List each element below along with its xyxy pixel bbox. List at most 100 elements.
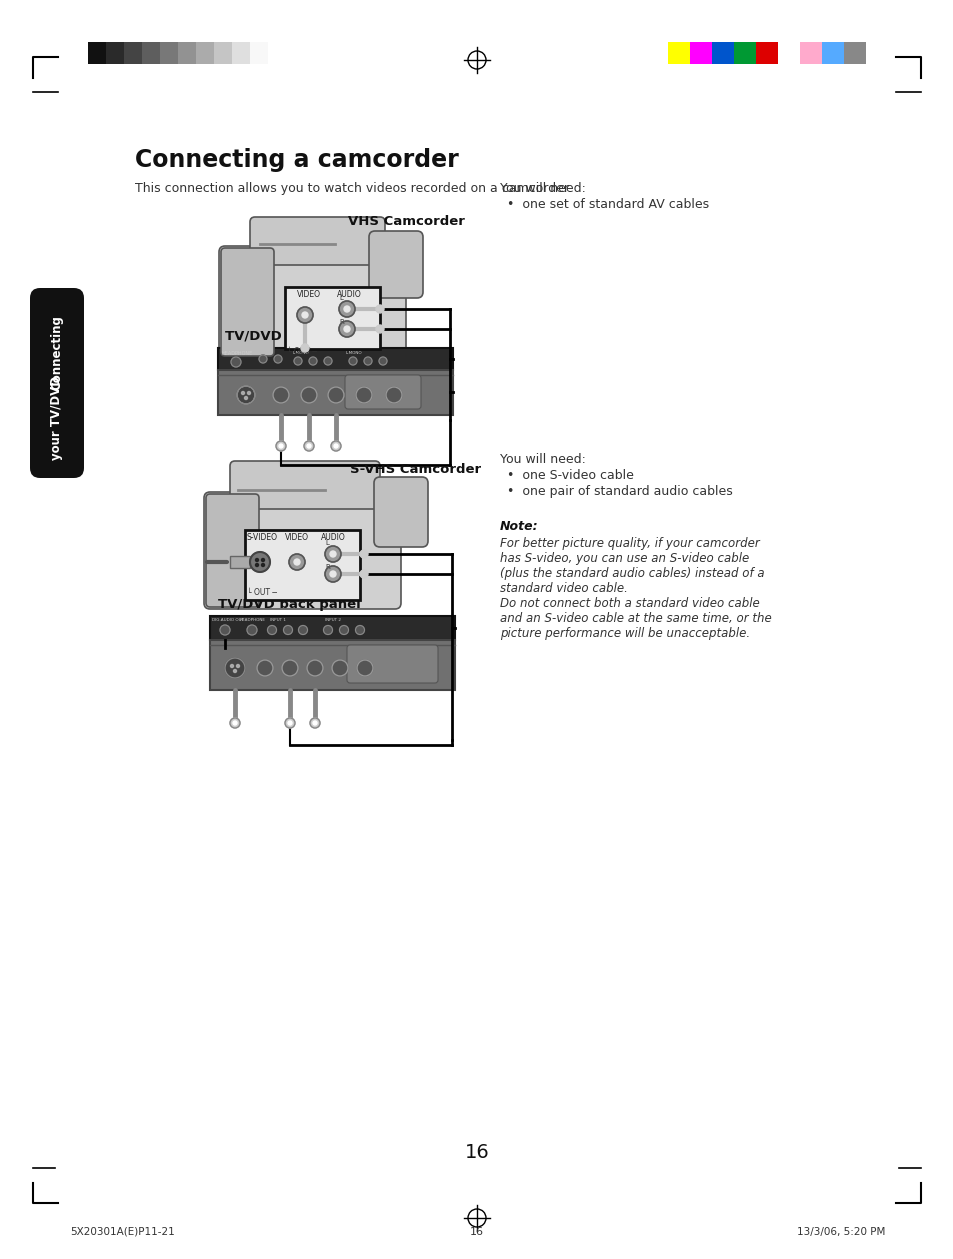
Bar: [218, 370, 453, 415]
Bar: [821, 42, 843, 64]
Bar: [218, 347, 453, 370]
Circle shape: [258, 355, 267, 363]
Circle shape: [328, 387, 344, 403]
Text: L: L: [338, 295, 342, 301]
Circle shape: [298, 626, 307, 635]
Text: •  one pair of standard audio cables: • one pair of standard audio cables: [506, 485, 732, 499]
Text: TV/DVD back panel: TV/DVD back panel: [225, 330, 367, 342]
Circle shape: [330, 572, 335, 577]
Bar: [711, 42, 733, 64]
Text: INPUT 1: INPUT 1: [270, 618, 286, 622]
Circle shape: [375, 305, 384, 313]
Bar: [689, 42, 711, 64]
Circle shape: [288, 721, 292, 725]
Bar: [285, 287, 379, 349]
Circle shape: [307, 660, 323, 676]
FancyBboxPatch shape: [250, 217, 385, 264]
Bar: [178, 42, 195, 64]
Bar: [667, 42, 689, 64]
Circle shape: [378, 358, 387, 365]
FancyBboxPatch shape: [204, 492, 400, 609]
Bar: [213, 42, 232, 64]
Circle shape: [233, 670, 236, 672]
Circle shape: [355, 626, 364, 635]
FancyBboxPatch shape: [30, 288, 84, 478]
Circle shape: [304, 441, 314, 451]
Circle shape: [255, 564, 258, 567]
Circle shape: [375, 325, 384, 332]
Circle shape: [282, 660, 297, 676]
Text: R: R: [338, 319, 343, 325]
Bar: [843, 42, 865, 64]
Circle shape: [338, 321, 355, 337]
Circle shape: [301, 344, 309, 353]
Circle shape: [261, 559, 264, 562]
Circle shape: [247, 392, 251, 394]
Circle shape: [233, 721, 236, 725]
Circle shape: [294, 559, 299, 565]
Circle shape: [334, 444, 337, 448]
Bar: [250, 42, 268, 64]
Bar: [160, 42, 178, 64]
Circle shape: [309, 358, 316, 365]
Circle shape: [323, 626, 333, 635]
Circle shape: [325, 567, 340, 582]
Bar: [210, 616, 455, 640]
Bar: [195, 42, 213, 64]
Bar: [142, 42, 160, 64]
Circle shape: [225, 658, 245, 679]
Circle shape: [285, 718, 294, 728]
Text: 16: 16: [470, 1228, 483, 1238]
Bar: [232, 42, 250, 64]
Text: 16: 16: [464, 1143, 489, 1162]
Bar: [755, 42, 778, 64]
Text: AUDIO: AUDIO: [336, 290, 361, 298]
Text: VIDEO: VIDEO: [285, 533, 309, 543]
Circle shape: [275, 441, 286, 451]
Text: HEADPHONE: HEADPHONE: [240, 618, 266, 622]
FancyBboxPatch shape: [206, 494, 258, 607]
Text: AUDIO: AUDIO: [320, 533, 345, 543]
Circle shape: [359, 550, 368, 558]
Text: └ OUT ─: └ OUT ─: [287, 347, 316, 356]
Circle shape: [244, 397, 247, 399]
Circle shape: [313, 721, 316, 725]
Bar: [210, 640, 455, 690]
FancyBboxPatch shape: [347, 645, 437, 682]
Circle shape: [241, 392, 244, 394]
Circle shape: [301, 387, 316, 403]
Circle shape: [339, 626, 348, 635]
Circle shape: [231, 665, 233, 667]
Circle shape: [273, 387, 289, 403]
Circle shape: [302, 312, 308, 319]
Text: S-VHS Camcorder: S-VHS Camcorder: [350, 463, 480, 476]
Circle shape: [247, 624, 256, 635]
Text: TV/DVD back panel: TV/DVD back panel: [218, 598, 360, 611]
Circle shape: [231, 358, 241, 368]
Text: VIDEO: VIDEO: [296, 290, 320, 298]
Text: Connecting: Connecting: [51, 316, 64, 390]
Circle shape: [230, 718, 240, 728]
Text: HEADPHONE: HEADPHONE: [222, 351, 253, 356]
Circle shape: [236, 665, 239, 667]
Circle shape: [330, 551, 335, 556]
Circle shape: [344, 326, 350, 332]
Circle shape: [338, 301, 355, 317]
Circle shape: [355, 387, 372, 403]
Text: └ OUT ─: └ OUT ─: [247, 588, 276, 597]
Circle shape: [294, 358, 302, 365]
Circle shape: [349, 358, 356, 365]
Text: VHS Camcorder: VHS Camcorder: [348, 215, 464, 228]
Text: You will need:: You will need:: [499, 183, 585, 195]
Text: R: R: [325, 564, 330, 570]
FancyBboxPatch shape: [345, 375, 420, 409]
Circle shape: [236, 387, 254, 404]
Circle shape: [283, 626, 293, 635]
Text: INPUT 2: INPUT 2: [325, 618, 340, 622]
Text: For better picture quality, if your camcorder
has S-video, you can use an S-vide: For better picture quality, if your camc…: [499, 538, 771, 640]
Text: L: L: [325, 540, 329, 546]
Text: S-VIDEO: S-VIDEO: [247, 533, 277, 543]
FancyBboxPatch shape: [369, 230, 422, 298]
Circle shape: [307, 444, 311, 448]
Circle shape: [359, 570, 368, 578]
